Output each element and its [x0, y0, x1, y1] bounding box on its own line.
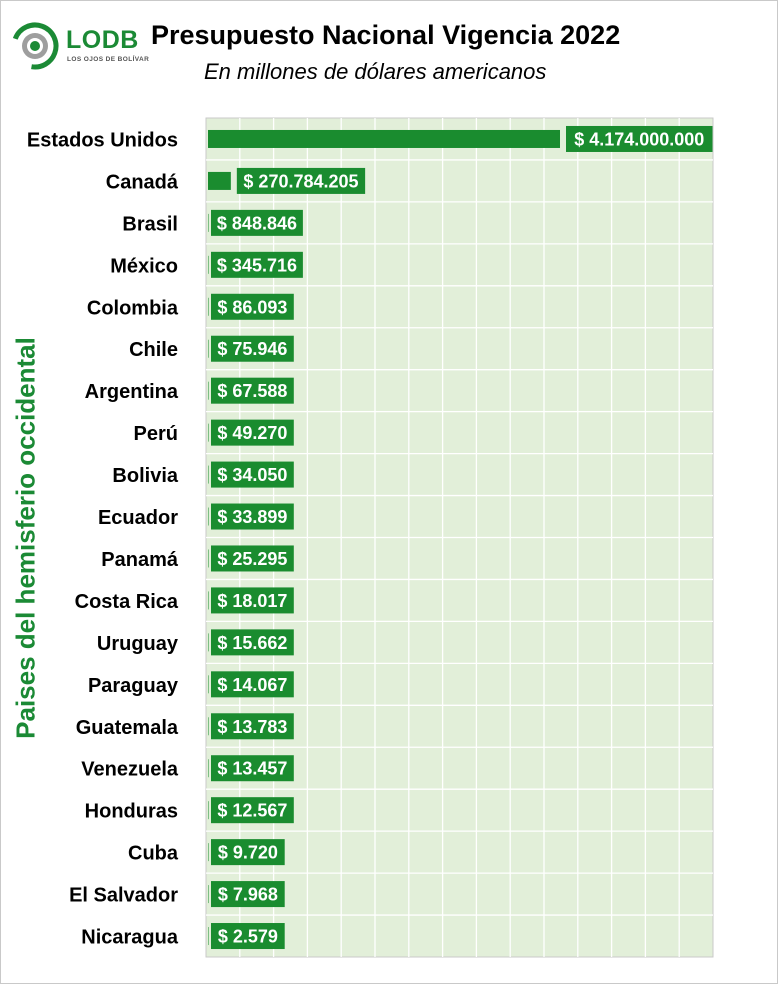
- category-label: Cuba: [128, 843, 179, 865]
- bar: [208, 129, 560, 148]
- data-label-background: [211, 881, 285, 908]
- category-label: Venezuela: [81, 759, 179, 781]
- logo: LODB LOS OJOS DE BOLÍVAR: [10, 22, 150, 70]
- data-label-background: [236, 167, 366, 194]
- bar: [208, 339, 209, 358]
- data-label: $ 345.716: [217, 255, 297, 275]
- data-label: $ 14.067: [217, 675, 287, 695]
- data-label: $ 9.720: [218, 843, 278, 863]
- data-label: $ 34.050: [217, 465, 287, 485]
- bar: [208, 843, 209, 862]
- category-label: Guatemala: [76, 717, 179, 739]
- category-label: Panamá: [101, 549, 179, 571]
- logo-name-text: LODB: [66, 26, 139, 54]
- bar: [208, 927, 209, 946]
- data-label-background: [211, 755, 294, 782]
- data-label-background: [211, 923, 285, 950]
- data-label-background: [211, 503, 294, 530]
- data-label: $ 4.174.000.000: [574, 129, 704, 149]
- data-label: $ 270.784.205: [243, 171, 358, 191]
- bar: [208, 759, 209, 778]
- category-label: El Salvador: [69, 885, 178, 907]
- bar: [208, 381, 209, 400]
- category-label: Colombia: [87, 297, 179, 319]
- category-label: Perú: [134, 423, 178, 445]
- data-label-background: [211, 545, 294, 572]
- data-label-background: [211, 629, 294, 656]
- data-label-background: [211, 461, 294, 488]
- category-label: Argentina: [85, 381, 179, 403]
- data-label: $ 49.270: [217, 423, 287, 443]
- data-label-background: [211, 209, 303, 236]
- category-label: Brasil: [122, 213, 178, 235]
- category-label: Nicaragua: [81, 927, 179, 949]
- data-label: $ 2.579: [218, 927, 278, 947]
- bar: [208, 465, 209, 484]
- data-label-background: [211, 377, 294, 404]
- category-label: Uruguay: [97, 633, 179, 655]
- data-label: $ 67.588: [217, 381, 287, 401]
- data-label: $ 18.017: [217, 591, 287, 611]
- category-label: Chile: [129, 339, 178, 361]
- data-label-background: [566, 125, 713, 152]
- data-label: $ 25.295: [217, 549, 287, 569]
- data-label: $ 86.093: [217, 297, 287, 317]
- category-label: Ecuador: [98, 507, 178, 529]
- bar: [208, 171, 231, 190]
- data-label: $ 13.457: [217, 759, 287, 779]
- data-label-background: [211, 839, 285, 866]
- bar: [208, 633, 209, 652]
- category-label: Bolivia: [112, 465, 178, 487]
- data-label-background: [211, 335, 294, 362]
- bar: [208, 675, 209, 694]
- bar: [208, 423, 209, 442]
- chart-title: Presupuesto Nacional Vigencia 2022: [151, 20, 621, 50]
- logo-tagline: LOS OJOS DE BOLÍVAR: [67, 56, 150, 63]
- data-label-background: [211, 587, 294, 614]
- bar: [208, 591, 209, 610]
- data-label: $ 13.783: [217, 717, 287, 737]
- logo-name: LODB: [66, 26, 139, 55]
- bar: [208, 507, 209, 526]
- bar: [208, 297, 209, 316]
- category-label: Costa Rica: [75, 591, 179, 613]
- chart-subtitle: En millones de dólares americanos: [204, 59, 547, 84]
- data-label: $ 12.567: [217, 801, 287, 821]
- bar: [208, 801, 209, 820]
- data-label: $ 848.846: [217, 213, 297, 233]
- bar: [208, 717, 209, 736]
- data-label-background: [211, 797, 294, 824]
- bar: [208, 213, 209, 232]
- data-label-background: [211, 251, 303, 278]
- bar: [208, 255, 209, 274]
- data-label-background: [211, 419, 294, 446]
- data-label: $ 7.968: [218, 885, 278, 905]
- data-label: $ 15.662: [217, 633, 287, 653]
- category-label: Honduras: [85, 801, 178, 823]
- bar: [208, 549, 209, 568]
- category-label: México: [110, 255, 178, 277]
- data-label-background: [211, 293, 294, 320]
- category-label: Canadá: [106, 171, 179, 193]
- data-label: $ 33.899: [217, 507, 287, 527]
- data-label: $ 75.946: [217, 339, 287, 359]
- bar: [208, 885, 209, 904]
- eye-logo-icon: [11, 22, 59, 70]
- category-label: Estados Unidos: [27, 129, 178, 151]
- category-label: Paraguay: [88, 675, 179, 697]
- data-label-background: [211, 713, 294, 740]
- data-label-background: [211, 671, 294, 698]
